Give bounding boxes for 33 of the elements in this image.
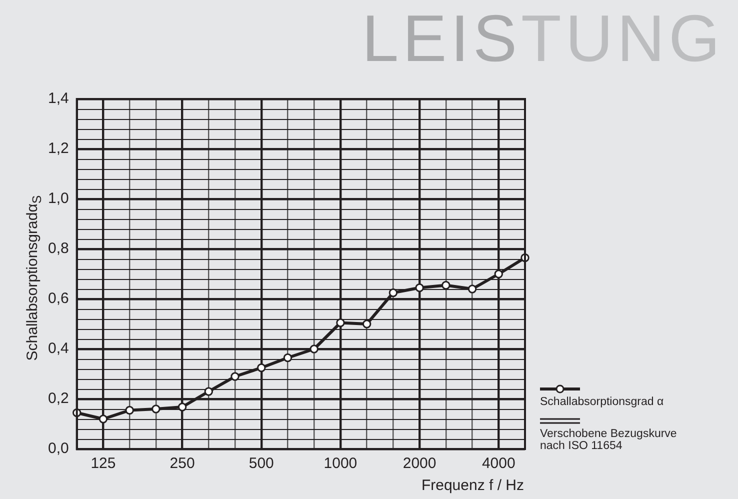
legend-label: Schallabsorptionsgrad α [540,396,665,408]
point [125,406,134,415]
y-tick-label: 0,0 [48,440,69,458]
point [257,363,266,372]
point [98,414,108,424]
y-tick-label: 1,0 [48,190,69,208]
legend-label: Verschobene Bezugskurve nach ISO 11654 [540,428,678,452]
y-tick-label: 1,2 [48,140,69,158]
point [442,280,450,290]
x-tick-label: 250 [170,455,195,472]
y-tick-label: 0,2 [48,390,69,408]
y-tick-label: 1,4 [48,90,69,108]
point [336,318,345,328]
y-tick-label: 0,4 [48,340,69,358]
point [178,402,187,412]
point [388,288,398,298]
x-tick-label: 2000 [402,455,436,472]
point [310,344,318,354]
x-tick-label: 1000 [324,455,358,472]
x-tick-label: 4000 [482,455,516,472]
y-tick-label: 0,8 [48,240,69,258]
point [362,320,372,328]
point [152,404,160,414]
y-tick-label: 0,6 [48,290,69,308]
x-tick-label: 500 [248,455,274,472]
point [230,372,240,381]
point [494,270,503,278]
point [283,353,292,362]
x-tick-label: 125 [90,455,116,472]
point [204,387,214,396]
point [468,284,477,294]
x-axis-title: Frequenz f / Hz [421,477,524,494]
point [415,283,424,292]
